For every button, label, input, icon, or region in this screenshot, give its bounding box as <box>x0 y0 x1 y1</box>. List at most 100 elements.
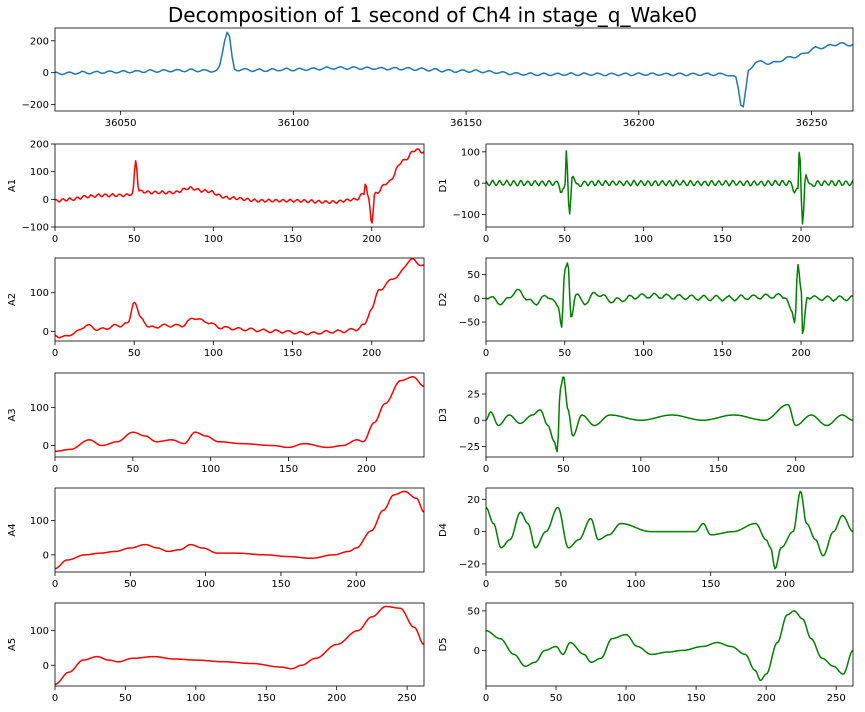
axes-frame <box>54 27 854 112</box>
x-tick-label: 50 <box>126 464 139 475</box>
x-tick-label: 0 <box>483 348 489 359</box>
x-tick-label: 150 <box>257 693 276 704</box>
y-tick-label: 50 <box>467 606 480 617</box>
x-tick-label: 36100 <box>277 118 309 129</box>
x-tick-label: 50 <box>119 693 132 704</box>
x-tick-label: 150 <box>709 464 728 475</box>
axes-frame <box>485 257 854 342</box>
y-tick-label: 0 <box>43 550 49 561</box>
y-tick-label: 0 <box>474 527 480 538</box>
series-line-a3 <box>55 376 424 453</box>
x-tick-label: 50 <box>128 348 141 359</box>
axes-frame <box>485 372 854 458</box>
y-tick-label: 200 <box>30 36 49 47</box>
x-tick-label: 0 <box>483 234 489 245</box>
x-tick-label: 0 <box>52 464 58 475</box>
x-tick-label: 36050 <box>105 118 137 129</box>
y-axis-label: A1 <box>7 179 18 192</box>
y-tick-label: 100 <box>30 288 49 299</box>
y-axis-label: A2 <box>7 293 18 306</box>
y-axis-label: D3 <box>438 408 449 422</box>
y-tick-label: 0 <box>43 68 49 79</box>
axes-frame <box>485 487 854 573</box>
x-tick-label: 100 <box>186 693 205 704</box>
x-tick-label: 200 <box>357 464 376 475</box>
x-tick-label: 100 <box>196 579 215 590</box>
series-line-d3 <box>486 376 853 453</box>
x-tick-label: 200 <box>327 693 346 704</box>
x-tick-label: 200 <box>362 234 381 245</box>
y-tick-label: −100 <box>453 210 480 221</box>
y-axis-label: A5 <box>7 638 18 651</box>
subplot-a5: 0 50 100 150 200 250 0 100 A5 <box>7 602 425 704</box>
x-tick-label: 250 <box>827 693 846 704</box>
series-line-d2 <box>486 262 853 335</box>
x-tick-label: 0 <box>483 693 489 704</box>
x-tick-label: 100 <box>631 464 650 475</box>
y-axis-label: D5 <box>438 637 449 651</box>
x-tick-label: 150 <box>271 579 290 590</box>
y-axis-label: D4 <box>438 523 449 537</box>
y-tick-label: −50 <box>459 318 480 329</box>
subplot-d2: 0 50 100 150 200 −50 0 50 D2 <box>438 257 854 359</box>
y-tick-label: 100 <box>461 147 480 158</box>
y-tick-label: −100 <box>22 223 49 234</box>
subplot-d5: 0 50 100 150 200 250 0 50 D5 <box>438 602 854 704</box>
x-tick-label: 50 <box>550 693 563 704</box>
x-tick-label: 50 <box>124 579 137 590</box>
x-tick-label: 100 <box>617 693 636 704</box>
x-tick-label: 50 <box>128 234 141 245</box>
series-line-a1 <box>55 148 424 224</box>
y-tick-label: −20 <box>459 559 480 570</box>
y-tick-label: 20 <box>467 495 480 506</box>
y-tick-label: 0 <box>43 327 49 338</box>
x-tick-label: 150 <box>279 464 298 475</box>
y-tick-label: 50 <box>467 270 480 281</box>
y-tick-label: 200 <box>30 140 49 151</box>
y-tick-label: −200 <box>22 100 49 111</box>
x-tick-label: 0 <box>483 464 489 475</box>
axes-frame <box>54 257 425 342</box>
x-tick-label: 200 <box>757 693 776 704</box>
series-line-d5 <box>486 610 853 682</box>
x-tick-label: 150 <box>283 348 302 359</box>
x-tick-label: 0 <box>52 348 58 359</box>
x-tick-label: 150 <box>283 234 302 245</box>
axes-frame <box>54 602 425 687</box>
axes-frame <box>54 372 425 458</box>
x-tick-label: 50 <box>558 348 571 359</box>
x-tick-label: 50 <box>557 464 570 475</box>
x-tick-label: 0 <box>52 693 58 704</box>
y-tick-label: 0 <box>474 646 480 657</box>
x-tick-label: 250 <box>398 693 417 704</box>
axes-frame <box>54 487 425 573</box>
figure-title: Decomposition of 1 second of Ch4 in stag… <box>167 3 698 27</box>
subplot-a4: 0 50 100 150 200 0 100 A4 <box>7 487 425 590</box>
y-tick-label: 25 <box>467 390 480 401</box>
y-tick-label: 0 <box>43 195 49 206</box>
series-line-d1 <box>486 150 853 225</box>
subplot-a3: 0 50 100 150 200 0 100 A3 <box>7 372 425 475</box>
y-axis-label: A4 <box>7 523 18 536</box>
x-tick-label: 100 <box>634 348 653 359</box>
x-tick-label: 36150 <box>450 118 482 129</box>
x-tick-label: 100 <box>201 464 220 475</box>
subplot-d1: 0 50 100 150 200 −100 0 100 D1 <box>438 143 854 245</box>
x-tick-label: 100 <box>204 348 223 359</box>
y-axis-label: D1 <box>438 178 449 192</box>
x-tick-label: 150 <box>701 579 720 590</box>
y-tick-label: 100 <box>30 516 49 527</box>
x-tick-label: 200 <box>786 464 805 475</box>
axes-frame <box>54 143 425 228</box>
x-tick-label: 200 <box>791 234 810 245</box>
subplot-signal: 36050 36100 36150 36200 36250 −200 0 200 <box>22 27 854 129</box>
x-tick-label: 100 <box>626 579 645 590</box>
x-tick-label: 200 <box>347 579 366 590</box>
series-line-a4 <box>55 490 424 570</box>
x-tick-label: 100 <box>634 234 653 245</box>
y-tick-label: 100 <box>30 403 49 414</box>
x-tick-label: 0 <box>52 579 58 590</box>
